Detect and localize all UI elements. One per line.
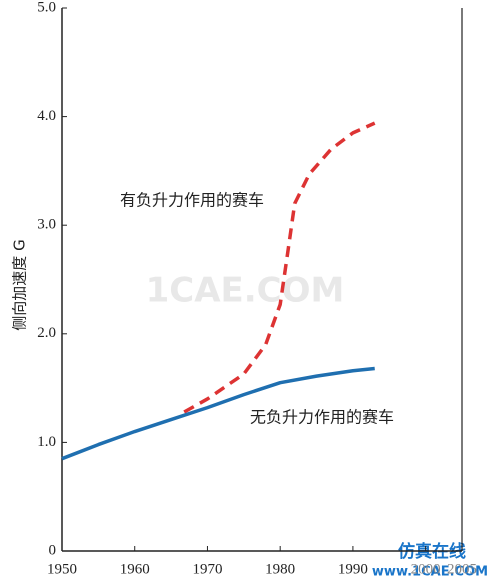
x-tick-label: 2005 — [447, 561, 477, 577]
y-tick-label: 0 — [49, 542, 57, 558]
y-tick-label: 5.0 — [37, 0, 56, 15]
y-axis-label: 侧向加速度 G — [11, 239, 29, 330]
x-tick-label: 2000 — [411, 561, 441, 577]
source-mark: www.1CAE.COM — [372, 565, 488, 580]
series-line — [61, 366, 375, 461]
x-tick-label: 1950 — [47, 561, 77, 577]
y-tick-label: 2.0 — [37, 325, 56, 341]
y-tick-label: 1.0 — [37, 434, 56, 450]
y-tick-label: 3.0 — [37, 217, 56, 233]
series-line — [183, 121, 376, 414]
series-label: 无负升力作用的赛车 — [250, 408, 394, 427]
x-tick-label: 1970 — [192, 561, 222, 577]
x-tick-label: 1980 — [265, 561, 295, 577]
watermark: 1CAE.COM — [146, 271, 345, 311]
y-tick-label: 4.0 — [37, 108, 56, 124]
series-label: 有负升力作用的赛车 — [120, 191, 264, 210]
x-tick-label: 1990 — [338, 561, 368, 577]
x-tick-label: 1960 — [120, 561, 150, 577]
